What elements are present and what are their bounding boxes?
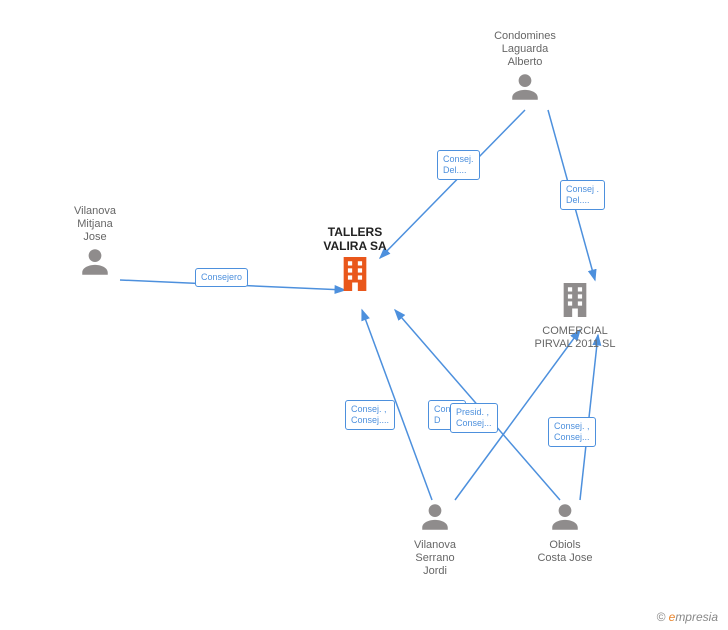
node-label: TALLERSVALIRA SA <box>300 225 410 254</box>
node-obiols[interactable]: ObiolsCosta Jose <box>510 500 620 565</box>
edge-label[interactable]: Consej. ,Consej.... <box>345 400 395 430</box>
edge-label[interactable]: Consej. ,Consej... <box>548 417 596 447</box>
copyright-symbol: © <box>656 610 665 624</box>
node-vilanova_mitjana[interactable]: VilanovaMitjanaJose <box>40 205 150 284</box>
brand-rest: mpresia <box>675 610 718 624</box>
building-icon <box>300 254 410 299</box>
node-label: VilanovaSerranoJordi <box>380 539 490 579</box>
person-icon <box>380 500 490 539</box>
edge-label[interactable]: Consejero <box>195 268 248 287</box>
person-icon <box>40 245 150 284</box>
node-label: CondominesLaguardaAlberto <box>470 30 580 70</box>
diagram-canvas: CondominesLaguardaAlberto VilanovaMitjana… <box>0 0 728 630</box>
edge-label[interactable]: Consej.Del.... <box>437 150 480 180</box>
node-vilanova_serrano[interactable]: VilanovaSerranoJordi <box>380 500 490 579</box>
building-icon <box>520 280 630 325</box>
node-condomines[interactable]: CondominesLaguardaAlberto <box>470 30 580 109</box>
node-comercial[interactable]: COMERCIALPIRVAL 2011 SL <box>520 280 630 351</box>
edge-label[interactable]: Consej .Del.... <box>560 180 605 210</box>
person-icon <box>470 70 580 109</box>
node-tallers[interactable]: TALLERSVALIRA SA <box>300 225 410 299</box>
person-icon <box>510 500 620 539</box>
node-label: COMERCIALPIRVAL 2011 SL <box>520 325 630 351</box>
footer-credit: © empresia <box>656 610 718 624</box>
edge-label[interactable]: Presid. ,Consej... <box>450 403 498 433</box>
node-label: ObiolsCosta Jose <box>510 539 620 565</box>
node-label: VilanovaMitjanaJose <box>40 205 150 245</box>
